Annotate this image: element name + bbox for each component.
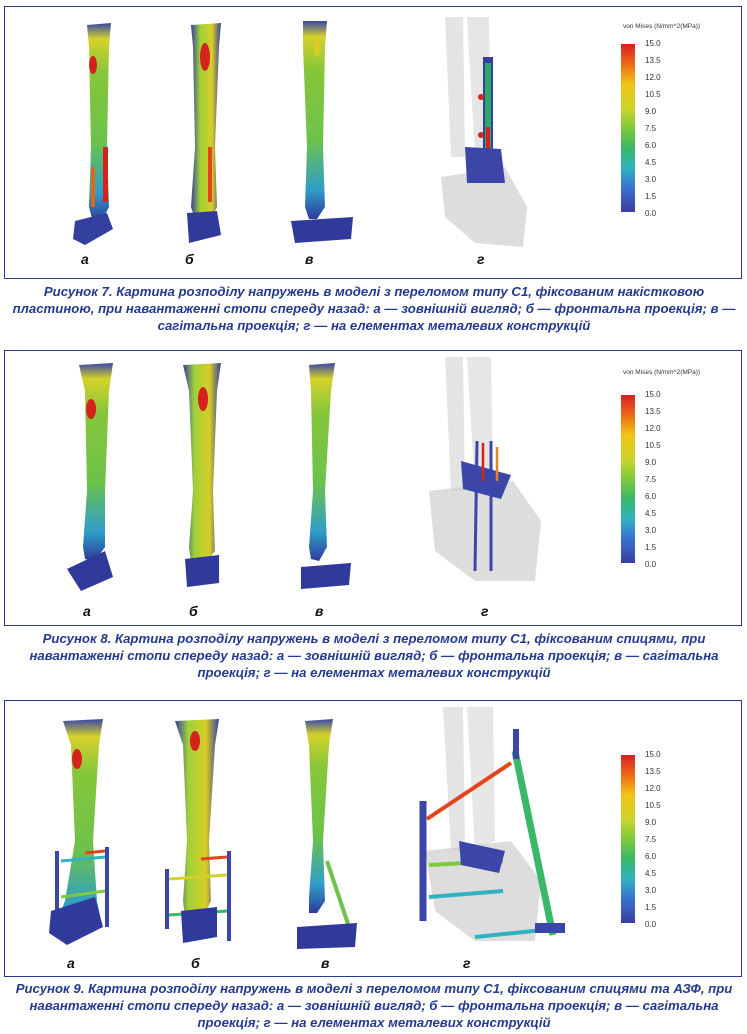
fig7-view-a <box>73 23 113 245</box>
legend-color-bar <box>621 44 635 212</box>
fig9-view-b <box>165 719 231 943</box>
legend-tick: 7.5 <box>645 124 657 133</box>
fig9-label-d: г <box>463 955 471 971</box>
legend-tick: 4.5 <box>645 509 657 518</box>
legend-tick: 7.5 <box>645 475 657 484</box>
figure-7-caption: Рисунок 7. Картина розподілу напружень в… <box>12 284 736 333</box>
figure-7-images <box>73 17 527 247</box>
figure-8-images <box>67 357 541 591</box>
fig8-view-a <box>67 363 113 591</box>
figure-9-panel: а б в г 15.0 13.5 12.0 10.5 9.0 7.5 6.0 … <box>4 700 742 977</box>
fig9-view-c <box>297 719 357 949</box>
fig7-view-d <box>441 17 527 247</box>
legend-tick: 7.5 <box>645 835 657 844</box>
figure-8-panel: а б в г von Mises (N/mm^2(MPa)) 15.0 13.… <box>4 350 742 626</box>
legend-tick: 12.0 <box>645 424 661 433</box>
fig7-legend: von Mises (N/mm^2(MPa)) 15.0 13.5 12.0 1… <box>605 17 735 227</box>
fig7-view-c <box>291 21 353 243</box>
legend-tick: 15.0 <box>645 39 661 48</box>
legend-tick: 6.0 <box>645 852 657 861</box>
fig8-view-d <box>429 357 541 581</box>
legend-tick: 4.5 <box>645 158 657 167</box>
legend-tick: 9.0 <box>645 458 657 467</box>
legend-tick: 12.0 <box>645 784 661 793</box>
legend-tick: 1.5 <box>645 903 657 912</box>
figure-9-caption: Рисунок 9. Картина розподілу напружень в… <box>15 981 733 1030</box>
legend-color-bar <box>621 395 635 563</box>
fig7-view-b <box>187 23 221 243</box>
figure-9-images <box>49 707 565 949</box>
legend-tick: 13.5 <box>645 767 661 776</box>
fig7-label-d: г <box>477 251 485 267</box>
legend-tick: 12.0 <box>645 73 661 82</box>
legend-tick: 15.0 <box>645 390 661 399</box>
legend-tick: 3.0 <box>645 175 657 184</box>
legend-tick: 9.0 <box>645 107 657 116</box>
legend-title: von Mises (N/mm^2(MPa)) <box>623 23 701 30</box>
fig9-view-d <box>419 707 565 941</box>
fig9-label-b: б <box>191 955 200 971</box>
fig9-label-a: а <box>67 955 75 971</box>
legend-tick: 13.5 <box>645 56 661 65</box>
legend-tick: 0.0 <box>645 560 657 569</box>
fig8-label-b: б <box>189 603 198 619</box>
legend-tick: 10.5 <box>645 801 661 810</box>
fig8-label-d: г <box>481 603 489 619</box>
fig9-label-c: в <box>321 955 330 971</box>
legend-tick: 6.0 <box>645 492 657 501</box>
legend-tick: 10.5 <box>645 90 661 99</box>
fig7-label-a: а <box>81 251 89 267</box>
legend-tick: 13.5 <box>645 407 661 416</box>
fig8-legend: von Mises (N/mm^2(MPa)) 15.0 13.5 12.0 1… <box>605 363 735 573</box>
fig8-label-a: а <box>83 603 91 619</box>
legend-color-bar <box>621 755 635 923</box>
fig7-label-c: в <box>305 251 314 267</box>
legend-title: von Mises (N/mm^2(MPa)) <box>623 369 701 376</box>
legend-tick: 10.5 <box>645 441 661 450</box>
fig8-view-b <box>183 363 221 587</box>
fig8-label-c: в <box>315 603 324 619</box>
legend-tick: 15.0 <box>645 750 661 759</box>
figure-7-panel: а б в г von Mises (N/mm^2(MPa)) 15.0 13.… <box>4 6 742 279</box>
fig9-legend: 15.0 13.5 12.0 10.5 9.0 7.5 6.0 4.5 3.0 … <box>605 735 735 945</box>
fig7-label-b: б <box>185 251 194 267</box>
legend-tick: 3.0 <box>645 526 657 535</box>
legend-tick: 4.5 <box>645 869 657 878</box>
fig8-view-c <box>301 363 351 589</box>
legend-tick: 3.0 <box>645 886 657 895</box>
legend-tick: 9.0 <box>645 818 657 827</box>
fig9-view-a <box>49 719 109 945</box>
legend-tick: 0.0 <box>645 920 657 929</box>
legend-tick: 1.5 <box>645 192 657 201</box>
figure-8-caption: Рисунок 8. Картина розподілу напружень в… <box>29 631 719 680</box>
legend-tick: 0.0 <box>645 209 657 218</box>
legend-tick: 6.0 <box>645 141 657 150</box>
legend-tick: 1.5 <box>645 543 657 552</box>
